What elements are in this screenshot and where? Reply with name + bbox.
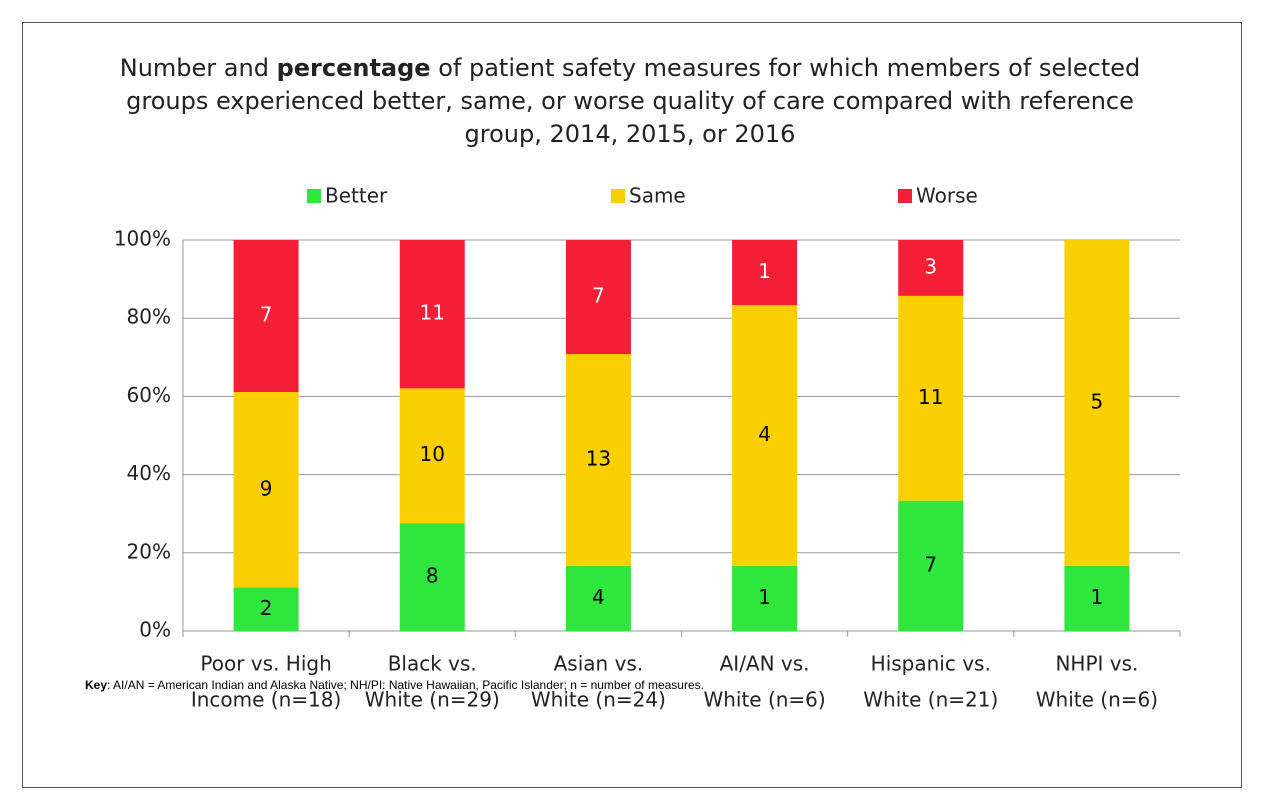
title-part: Number and bbox=[119, 54, 277, 82]
bar-segment bbox=[898, 295, 964, 501]
chart-title: Number and percentage of patient safety … bbox=[90, 52, 1170, 151]
bar-segment bbox=[1064, 565, 1130, 631]
x-tick-label: White (n=24) bbox=[531, 688, 666, 712]
x-tick-label: White (n=6) bbox=[703, 688, 825, 712]
data-label: 9 bbox=[260, 476, 273, 500]
bar-segment bbox=[898, 500, 964, 631]
bar-segment bbox=[399, 523, 465, 631]
x-tick-label: White (n=6) bbox=[1036, 688, 1158, 712]
note: Key: AI/AN = American Indian and Alaska … bbox=[85, 678, 704, 692]
bar-segment bbox=[1064, 240, 1130, 566]
x-tick-label: Black vs. bbox=[388, 652, 477, 676]
x-tick-label: Hispanic vs. bbox=[871, 652, 991, 676]
data-label: 4 bbox=[592, 585, 605, 609]
x-tick-label: Asian vs. bbox=[554, 652, 644, 676]
data-label: 5 bbox=[1091, 389, 1104, 413]
bar-segment bbox=[399, 388, 465, 524]
bar-segment bbox=[732, 240, 798, 306]
data-label: 7 bbox=[260, 303, 273, 327]
x-tick-label: Income (n=18) bbox=[191, 688, 341, 712]
bar-segment bbox=[233, 240, 299, 393]
legend-label: Worse bbox=[916, 184, 978, 208]
data-label: 7 bbox=[592, 284, 605, 308]
y-tick-label: 100% bbox=[114, 227, 171, 251]
data-label: 11 bbox=[918, 385, 943, 409]
data-label: 3 bbox=[924, 254, 937, 278]
data-label: 1 bbox=[758, 259, 771, 283]
legend-swatch bbox=[611, 189, 625, 203]
y-tick-label: 40% bbox=[127, 461, 171, 485]
note-key: Key bbox=[85, 678, 108, 692]
x-tick-label: Poor vs. High bbox=[200, 652, 331, 676]
y-tick-label: 60% bbox=[127, 383, 171, 407]
bar-segment bbox=[233, 587, 299, 631]
data-label: 2 bbox=[260, 596, 273, 620]
data-label: 10 bbox=[420, 442, 445, 466]
legend-label: Better bbox=[325, 184, 388, 208]
note-text: : AI/AN = American Indian and Alaska Nat… bbox=[107, 678, 704, 692]
x-tick-label: AI/AN vs. bbox=[720, 652, 810, 676]
frame bbox=[22, 22, 1242, 788]
x-tick-label: White (n=21) bbox=[863, 688, 998, 712]
legend-swatch bbox=[307, 189, 321, 203]
data-label: 11 bbox=[420, 301, 445, 325]
bar-segment bbox=[565, 354, 631, 566]
data-label: 7 bbox=[924, 552, 937, 576]
x-tick-label: NHPI vs. bbox=[1055, 652, 1138, 676]
data-label: 1 bbox=[1091, 585, 1104, 609]
title-bold: percentage bbox=[276, 54, 431, 82]
data-label: 13 bbox=[586, 446, 611, 470]
data-label: 4 bbox=[758, 422, 771, 446]
bar-segment bbox=[565, 565, 631, 631]
y-tick-label: 80% bbox=[127, 305, 171, 329]
x-tick-label: White (n=29) bbox=[365, 688, 500, 712]
y-tick-label: 20% bbox=[127, 539, 171, 563]
legend-label: Same bbox=[629, 184, 686, 208]
bar-segment bbox=[732, 305, 798, 566]
legend-swatch bbox=[898, 189, 912, 203]
bar-segment bbox=[898, 240, 964, 296]
data-label: 8 bbox=[426, 564, 439, 588]
y-tick-label: 0% bbox=[139, 618, 171, 642]
bar-segment bbox=[399, 240, 465, 389]
data-label: 1 bbox=[758, 585, 771, 609]
bar-segment bbox=[732, 565, 798, 631]
title-part: of patient safety measures for which mem… bbox=[126, 54, 1141, 148]
bar-segment bbox=[233, 392, 299, 588]
bar-segment bbox=[565, 240, 631, 355]
